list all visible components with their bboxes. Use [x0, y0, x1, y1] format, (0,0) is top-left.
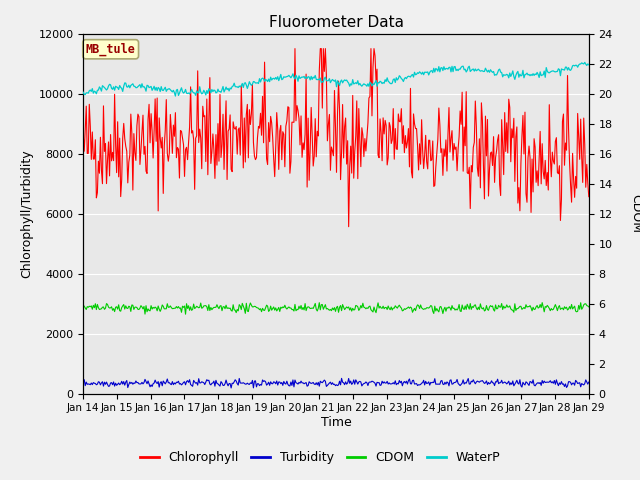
Title: Fluorometer Data: Fluorometer Data: [269, 15, 403, 30]
Y-axis label: Chlorophyll/Turbidity: Chlorophyll/Turbidity: [20, 149, 33, 278]
Text: MB_tule: MB_tule: [86, 43, 136, 56]
X-axis label: Time: Time: [321, 416, 351, 429]
Legend: Chlorophyll, Turbidity, CDOM, WaterP: Chlorophyll, Turbidity, CDOM, WaterP: [135, 446, 505, 469]
Y-axis label: CDOM: CDOM: [629, 194, 640, 233]
